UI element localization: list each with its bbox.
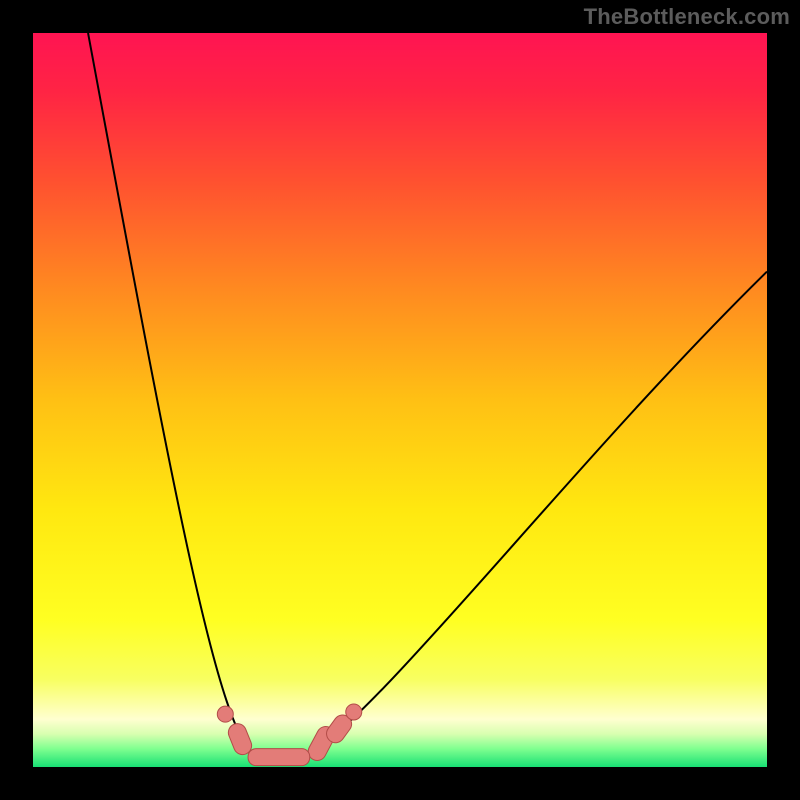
plot-background	[33, 33, 767, 767]
marker-point	[346, 704, 362, 720]
watermark-text: TheBottleneck.com	[584, 4, 790, 30]
marker-point	[217, 706, 233, 722]
chart-svg	[0, 0, 800, 800]
marker-floor	[248, 749, 310, 766]
figure-root: TheBottleneck.com	[0, 0, 800, 800]
